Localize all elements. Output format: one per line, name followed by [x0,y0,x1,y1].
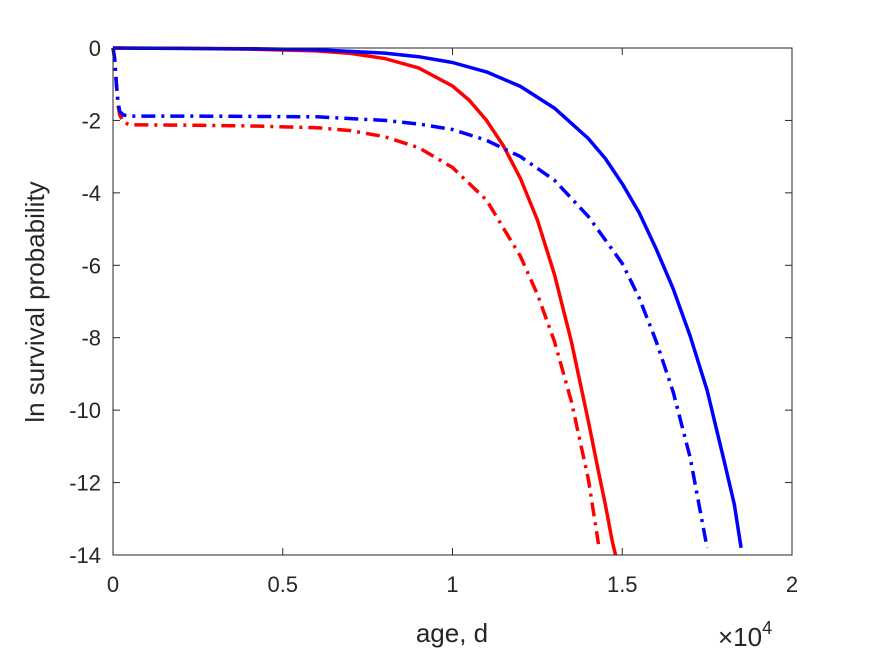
x-tick-label: 1.5 [607,572,638,597]
x-tick-label: 1 [446,572,458,597]
series-layer [111,46,743,556]
y-tick-label: -4 [81,181,101,206]
x-tick-label: 2 [786,572,798,597]
y-tick-label: -14 [69,543,101,568]
x-axis-exponent-base: ×10 [718,622,762,652]
x-axis-label: age, d [416,618,488,648]
x-axis-exponent: ×104 [718,618,772,652]
y-tick-label: -6 [81,253,101,278]
x-axis-ticks: 0 0.5 1 1.5 2 [107,48,798,597]
y-tick-label: 0 [89,36,101,61]
y-tick-label: -10 [69,398,101,423]
series-line-4 [111,47,709,549]
y-axis-ticks: 0 -2 -4 -6 -8 -10 -12 -14 [69,36,792,568]
x-axis-exponent-power: 4 [762,618,772,638]
x-tick-label: 0 [107,572,119,597]
y-axis-label: ln survival probability [20,181,50,422]
series-line-2 [112,46,743,549]
y-tick-label: -12 [69,471,101,496]
x-tick-label: 0.5 [267,572,298,597]
y-tick-label: -2 [81,108,101,133]
plot-box [112,47,793,556]
y-tick-label: -8 [81,326,101,351]
